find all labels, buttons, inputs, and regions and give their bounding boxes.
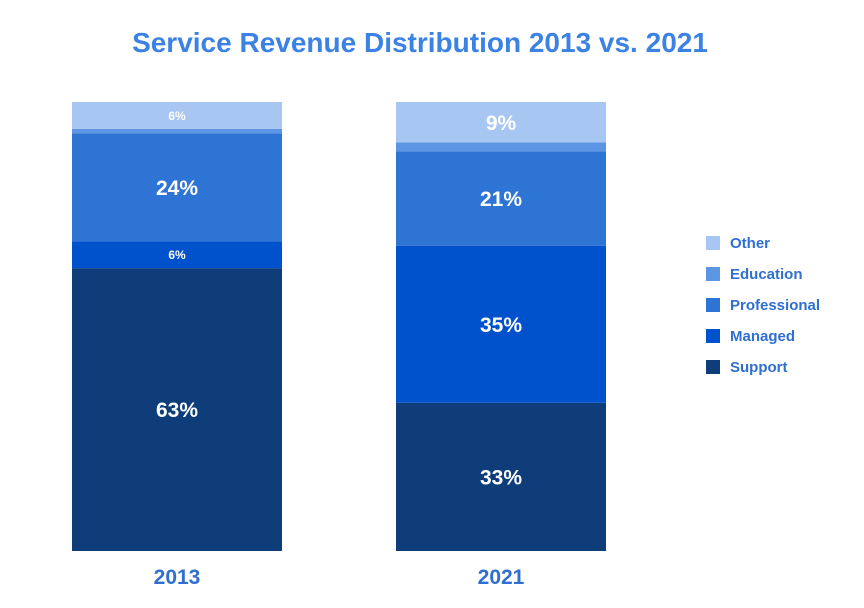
data-label-professional-2021: 21% — [480, 188, 522, 211]
data-label-support-2021: 33% — [480, 466, 522, 489]
legend-swatch-education — [706, 267, 720, 281]
data-label-support-2013: 63% — [156, 399, 198, 422]
legend-swatch-other — [706, 236, 720, 250]
bar-segment-other-2013 — [72, 102, 282, 129]
legend-label-support: Support — [730, 359, 788, 376]
category-label-2021: 2021 — [478, 566, 525, 589]
bar-segment-professional-2021 — [396, 151, 606, 246]
data-label-other-2021: 9% — [486, 112, 517, 135]
legend-label-managed: Managed — [730, 328, 795, 345]
bar-segment-other-2021 — [396, 102, 606, 143]
bar-segment-support-2013 — [72, 268, 282, 551]
bar-segment-education-2013 — [72, 128, 282, 134]
data-label-other-2013: 6% — [168, 109, 186, 123]
bars-layer: 63% 6% 24% 6% 33% 35% 21% 9% — [72, 102, 606, 551]
bar-segment-education-2021 — [396, 142, 606, 152]
bar-segment-managed-2013 — [72, 241, 282, 269]
category-axis-labels: 2013 2021 — [154, 566, 525, 589]
data-label-managed-2021: 35% — [480, 314, 522, 337]
legend-label-other: Other — [730, 235, 770, 252]
legend-label-professional: Professional — [730, 297, 820, 314]
legend-swatch-professional — [706, 298, 720, 312]
data-label-professional-2013: 24% — [156, 177, 198, 200]
bar-segment-professional-2013 — [72, 133, 282, 242]
category-label-2013: 2013 — [154, 566, 201, 589]
data-label-managed-2013: 6% — [168, 248, 186, 262]
legend-swatch-managed — [706, 329, 720, 343]
chart-title: Service Revenue Distribution 2013 vs. 20… — [132, 27, 708, 58]
legend: Other Education Professional Managed Support — [706, 235, 820, 376]
bar-segment-managed-2021 — [396, 245, 606, 403]
legend-swatch-support — [706, 360, 720, 374]
bar-segment-support-2021 — [396, 402, 606, 551]
legend-label-education: Education — [730, 266, 803, 283]
